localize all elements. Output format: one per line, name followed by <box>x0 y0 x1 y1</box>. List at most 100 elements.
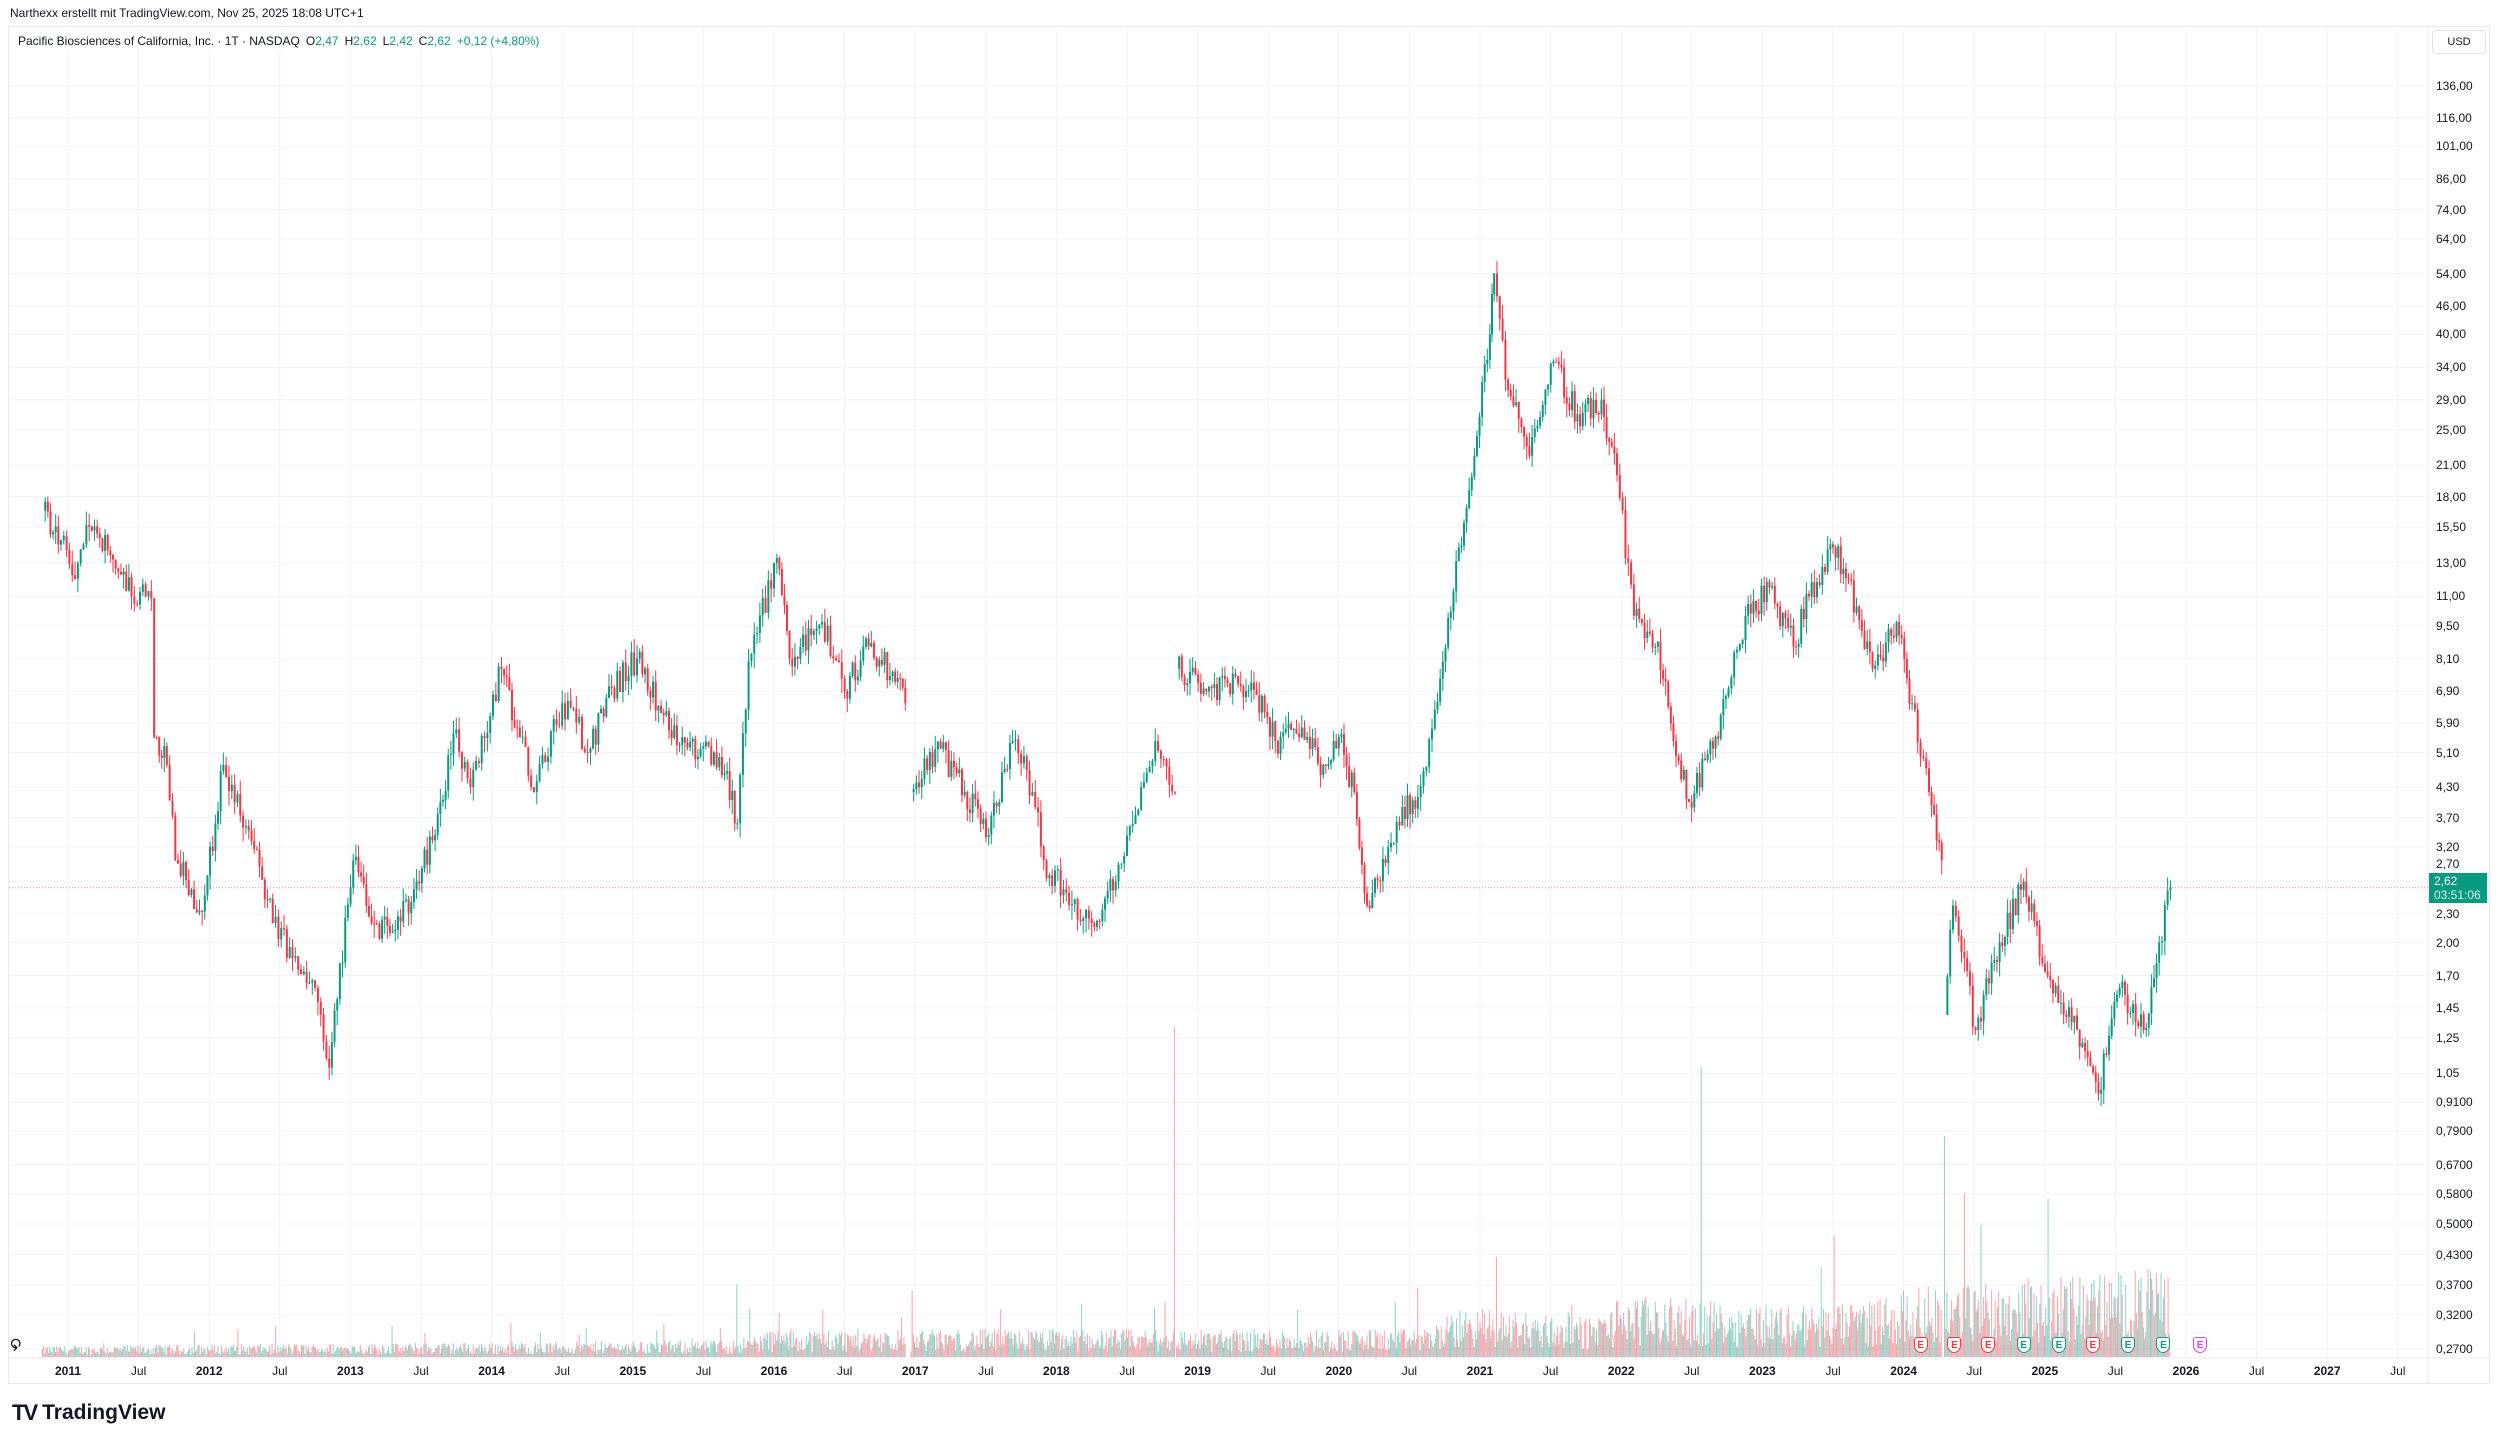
candle <box>1656 640 1659 653</box>
candle <box>415 868 418 899</box>
volume-bar <box>400 1352 402 1357</box>
candle <box>1475 430 1478 458</box>
scale-toggle-icon[interactable]: ⟲ <box>8 1338 26 1352</box>
candle <box>939 738 942 749</box>
candle-body <box>460 752 463 769</box>
candle <box>829 615 832 659</box>
candle-body <box>1398 821 1401 826</box>
candle-body <box>2121 981 2124 988</box>
candle-body <box>1672 723 1675 741</box>
volume-bar <box>139 1345 141 1357</box>
volume-bar <box>264 1347 266 1357</box>
volume-bar <box>1996 1306 1998 1357</box>
candle-body <box>899 677 902 679</box>
tradingview-logo[interactable]: TV TradingView <box>12 1400 165 1426</box>
volume-bar <box>1800 1329 1802 1357</box>
volume-bar <box>2068 1341 2070 1357</box>
candle <box>1974 1026 1977 1035</box>
candle <box>524 730 527 748</box>
volume-bar <box>1553 1331 1555 1357</box>
earnings-marker[interactable]: E <box>1981 1337 1996 1353</box>
candle <box>1768 579 1771 594</box>
earnings-marker[interactable]: E <box>2016 1337 2031 1353</box>
volume-bar <box>2135 1313 2137 1357</box>
volume-bar <box>399 1347 401 1357</box>
earnings-marker[interactable]: E <box>2085 1337 2100 1353</box>
volume-bar <box>1645 1296 1647 1357</box>
earnings-marker[interactable]: E <box>2051 1337 2066 1353</box>
volume-bar <box>1290 1341 1292 1357</box>
volume-bar <box>255 1350 257 1357</box>
volume-bar <box>1707 1343 1709 1357</box>
earnings-marker[interactable]: E <box>2156 1337 2171 1353</box>
volume-bar <box>1691 1311 1693 1357</box>
volume-bar <box>99 1348 101 1357</box>
volume-bar <box>2071 1298 2073 1357</box>
volume-bar <box>1883 1334 1885 1357</box>
candle-body <box>1337 737 1340 749</box>
candle <box>127 563 130 592</box>
volume-bar <box>1091 1338 1093 1357</box>
candle-body <box>1250 682 1253 691</box>
volume-bar <box>1514 1313 1516 1357</box>
volume-bar <box>1325 1342 1327 1357</box>
volume-bar <box>1900 1294 1902 1357</box>
volume-bar <box>1601 1324 1603 1357</box>
volume-bar <box>1246 1331 1248 1357</box>
candle-body <box>1093 923 1096 927</box>
volume-bar <box>749 1309 751 1357</box>
earnings-marker[interactable]: E <box>2121 1337 2136 1353</box>
symbol-title[interactable]: Pacific Biosciences of California, Inc. … <box>18 34 300 48</box>
volume-bar <box>444 1343 446 1357</box>
candle-body <box>330 1042 333 1068</box>
volume-bar <box>1911 1335 1913 1357</box>
volume-bar <box>945 1334 947 1357</box>
currency-button[interactable]: USD <box>2432 30 2486 54</box>
volume-bar <box>1312 1341 1314 1357</box>
candle <box>1006 764 1009 773</box>
x-axis-tick-label: Jul <box>130 1364 147 1378</box>
candle-body <box>1068 892 1071 906</box>
volume-bar <box>55 1352 57 1357</box>
candle-body <box>1797 643 1800 647</box>
candle <box>1863 620 1866 650</box>
volume-bar <box>918 1341 920 1357</box>
candle <box>689 731 692 752</box>
volume-bar <box>466 1347 468 1357</box>
candle-body <box>1145 772 1148 783</box>
candle-body <box>2094 1072 2097 1082</box>
volume-bar <box>1772 1339 1774 1357</box>
volume-bar <box>585 1327 587 1357</box>
candle <box>815 620 818 645</box>
volume-bar <box>848 1335 850 1357</box>
candle <box>1515 389 1518 408</box>
candle-body <box>1863 630 1866 649</box>
earnings-marker[interactable]: E <box>1913 1337 1928 1353</box>
volume-bar <box>278 1351 280 1357</box>
volume-bar <box>590 1344 592 1357</box>
candle <box>1025 753 1028 781</box>
earnings-marker[interactable]: E <box>1947 1337 1962 1353</box>
volume-bar <box>1603 1322 1605 1357</box>
volume-bar <box>775 1334 777 1357</box>
candle <box>1701 752 1704 792</box>
volume-bar <box>60 1349 62 1357</box>
volume-bar <box>849 1339 851 1357</box>
candle <box>823 608 826 644</box>
candle-body <box>54 526 57 533</box>
candle <box>1123 851 1126 873</box>
volume-bar <box>1625 1330 1627 1357</box>
earnings-marker[interactable]: E <box>2193 1337 2208 1353</box>
candle <box>1465 504 1468 533</box>
volume-bar <box>828 1331 830 1357</box>
candle-body <box>480 736 483 763</box>
volume-bar <box>1740 1314 1742 1357</box>
volume-bar <box>1432 1346 1434 1357</box>
candle-body <box>1403 806 1406 819</box>
candle-body <box>198 910 201 913</box>
candle-body <box>1051 875 1054 887</box>
volume-bar <box>661 1344 663 1357</box>
volume-bar <box>779 1343 781 1357</box>
volume-bar <box>781 1336 783 1357</box>
